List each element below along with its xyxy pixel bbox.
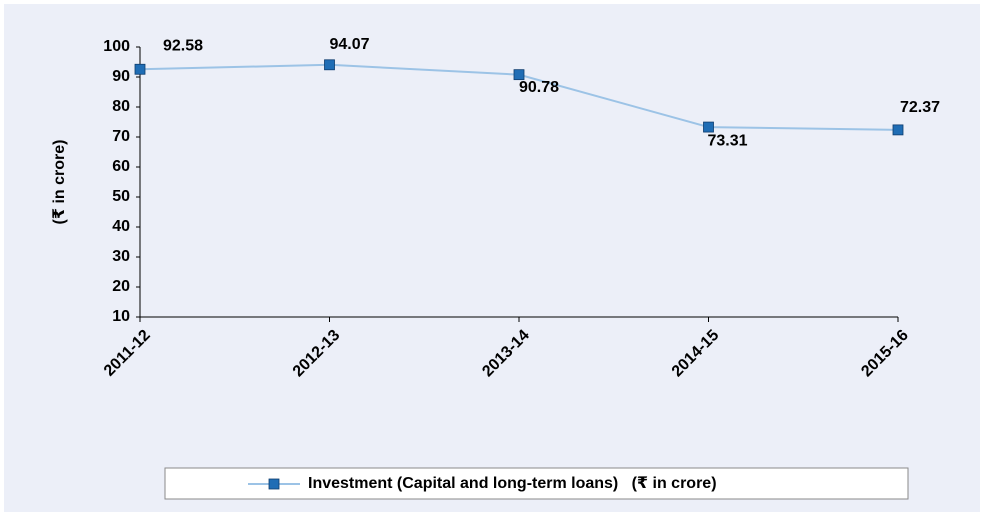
y-tick-label: 10 <box>112 308 130 325</box>
y-tick-label: 50 <box>112 188 130 205</box>
y-tick-label: 30 <box>112 248 130 265</box>
legend-marker <box>268 478 280 490</box>
y-tick-label: 20 <box>112 278 130 295</box>
y-tick-label: 90 <box>112 68 130 85</box>
y-tick-label: 100 <box>103 38 130 55</box>
data-label: 92.58 <box>163 37 203 54</box>
data-label: 94.07 <box>329 36 369 53</box>
data-label: 72.37 <box>900 99 940 116</box>
data-label: 90.78 <box>519 79 559 96</box>
marker <box>134 63 146 75</box>
y-axis-label: (₹ in crore) <box>51 140 68 225</box>
marker <box>513 69 525 81</box>
marker <box>324 59 335 71</box>
marker <box>703 121 714 133</box>
y-tick-label: 40 <box>112 218 130 235</box>
legend-label: Investment (Capital and long-term loans)… <box>308 475 717 492</box>
chart-background <box>4 4 980 512</box>
data-label: 73.31 <box>707 132 747 149</box>
y-tick-label: 70 <box>112 128 130 145</box>
y-tick-label: 60 <box>112 158 130 175</box>
y-tick-label: 80 <box>112 98 130 115</box>
marker <box>892 124 904 136</box>
